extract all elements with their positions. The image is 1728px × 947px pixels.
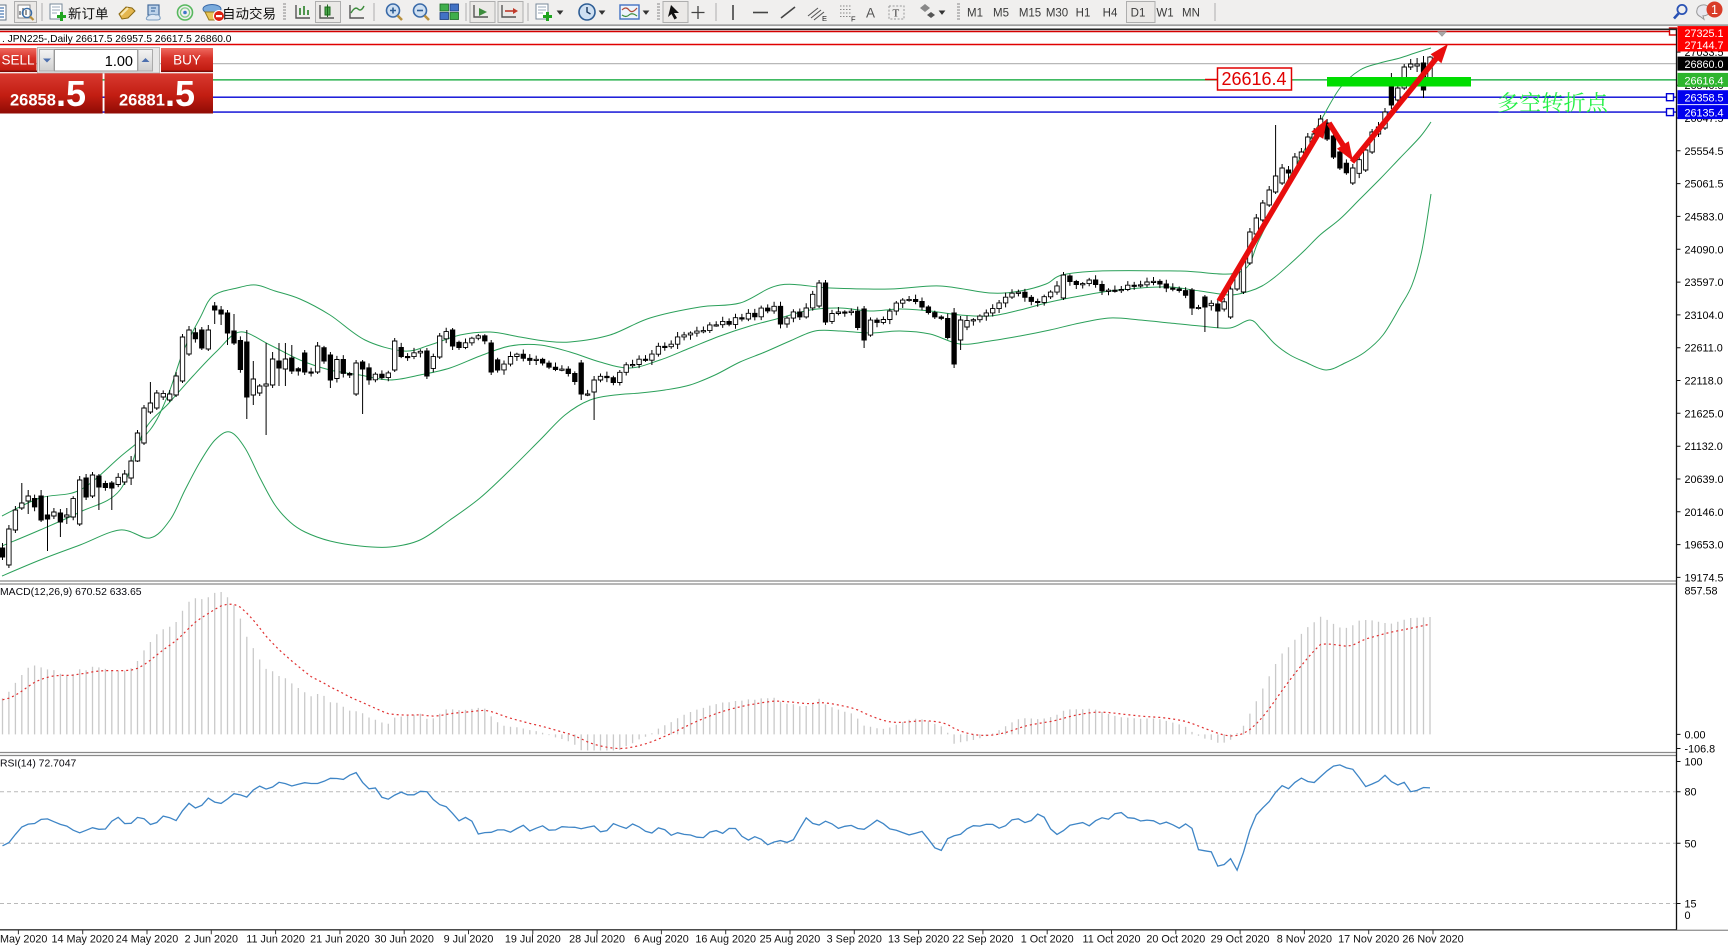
svg-text:.5: .5 xyxy=(165,73,195,114)
svg-text:30 Jun 2020: 30 Jun 2020 xyxy=(374,934,433,946)
svg-text:9 Jul 2020: 9 Jul 2020 xyxy=(444,934,494,946)
svg-text:24 May 2020: 24 May 2020 xyxy=(116,934,178,946)
svg-text:20146.0: 20146.0 xyxy=(1685,507,1724,519)
svg-text:H1: H1 xyxy=(1076,8,1091,20)
svg-text:28 Jul 2020: 28 Jul 2020 xyxy=(569,934,625,946)
svg-text:20639.0: 20639.0 xyxy=(1685,474,1724,486)
svg-text:SELL: SELL xyxy=(1,53,35,68)
svg-text:May 2020: May 2020 xyxy=(0,934,47,946)
svg-text:22118.0: 22118.0 xyxy=(1685,376,1723,388)
svg-text:M1: M1 xyxy=(967,8,983,20)
svg-text:T: T xyxy=(893,8,900,20)
svg-text:25061.5: 25061.5 xyxy=(1685,179,1724,191)
svg-text:0: 0 xyxy=(1685,910,1691,922)
svg-text:23597.0: 23597.0 xyxy=(1685,277,1724,289)
svg-text:MACD(12,26,9) 670.52 633.65: MACD(12,26,9) 670.52 633.65 xyxy=(0,587,142,598)
svg-text:26858: 26858 xyxy=(10,92,56,110)
svg-text:-106.8: -106.8 xyxy=(1685,744,1716,756)
svg-text:80: 80 xyxy=(1685,787,1697,799)
svg-text:27325.1: 27325.1 xyxy=(1685,28,1724,40)
svg-text:857.58: 857.58 xyxy=(1685,586,1718,598)
svg-text:22 Sep 2020: 22 Sep 2020 xyxy=(952,934,1013,946)
svg-text:26860.0: 26860.0 xyxy=(1685,59,1724,71)
svg-text:23104.0: 23104.0 xyxy=(1685,310,1724,322)
svg-text:27144.7: 27144.7 xyxy=(1685,40,1724,52)
svg-text:100: 100 xyxy=(1685,757,1703,769)
svg-text:20 Oct 2020: 20 Oct 2020 xyxy=(1146,934,1205,946)
svg-text:50: 50 xyxy=(1685,838,1697,850)
svg-text:H4: H4 xyxy=(1103,8,1118,20)
svg-text:8 Nov 2020: 8 Nov 2020 xyxy=(1277,934,1332,946)
svg-text:14 May 2020: 14 May 2020 xyxy=(51,934,113,946)
svg-text:26616.4: 26616.4 xyxy=(1221,69,1286,89)
svg-text:19653.0: 19653.0 xyxy=(1685,540,1724,552)
svg-text:RSI(14) 72.7047: RSI(14) 72.7047 xyxy=(0,759,76,770)
svg-text:24583.0: 24583.0 xyxy=(1685,211,1724,223)
svg-text:29 Oct 2020: 29 Oct 2020 xyxy=(1211,934,1270,946)
svg-text:26 Nov 2020: 26 Nov 2020 xyxy=(1402,934,1463,946)
svg-text:W1: W1 xyxy=(1156,8,1173,20)
svg-text:11 Jun 2020: 11 Jun 2020 xyxy=(246,934,305,946)
svg-text:26358.5: 26358.5 xyxy=(1685,93,1724,105)
svg-text:M30: M30 xyxy=(1046,8,1068,20)
svg-text:. JPN225-,Daily 26617.5 26957: . JPN225-,Daily 26617.5 26957.5 26617.5 … xyxy=(2,34,232,45)
svg-text:25 Aug 2020: 25 Aug 2020 xyxy=(760,934,821,946)
svg-text:E: E xyxy=(822,14,827,23)
svg-text:22611.0: 22611.0 xyxy=(1685,343,1723,355)
svg-text:1 Oct 2020: 1 Oct 2020 xyxy=(1021,934,1074,946)
svg-text:M5: M5 xyxy=(993,8,1009,20)
svg-text:D1: D1 xyxy=(1131,8,1146,20)
svg-text:21 Jun 2020: 21 Jun 2020 xyxy=(310,934,369,946)
svg-text:13 Sep 2020: 13 Sep 2020 xyxy=(888,934,949,946)
svg-text:1: 1 xyxy=(1711,3,1718,17)
svg-text:1.00: 1.00 xyxy=(105,54,133,70)
svg-text:0.00: 0.00 xyxy=(1685,729,1706,741)
svg-text:2 Jun 2020: 2 Jun 2020 xyxy=(185,934,238,946)
svg-text:24090.0: 24090.0 xyxy=(1685,244,1724,256)
svg-text:15: 15 xyxy=(1685,899,1697,911)
svg-text:21132.0: 21132.0 xyxy=(1685,441,1723,453)
svg-text:6 Aug 2020: 6 Aug 2020 xyxy=(634,934,689,946)
svg-text:21625.0: 21625.0 xyxy=(1685,408,1724,420)
svg-text:26616.4: 26616.4 xyxy=(1685,75,1724,87)
svg-text:16 Aug 2020: 16 Aug 2020 xyxy=(695,934,756,946)
svg-text:3 Sep 2020: 3 Sep 2020 xyxy=(827,934,882,946)
svg-text:F: F xyxy=(851,15,856,24)
svg-text:26881: 26881 xyxy=(119,92,165,110)
svg-text:25554.5: 25554.5 xyxy=(1685,146,1724,158)
svg-text:17 Nov 2020: 17 Nov 2020 xyxy=(1338,934,1399,946)
svg-text:19174.5: 19174.5 xyxy=(1685,572,1724,584)
svg-text:MN: MN xyxy=(1182,8,1200,20)
svg-text:11 Oct 2020: 11 Oct 2020 xyxy=(1082,934,1140,946)
svg-text:.5: .5 xyxy=(56,73,86,114)
svg-text:19 Jul 2020: 19 Jul 2020 xyxy=(505,934,561,946)
svg-text:26135.4: 26135.4 xyxy=(1685,108,1724,120)
svg-text:BUY: BUY xyxy=(173,53,201,68)
svg-text:M15: M15 xyxy=(1019,8,1041,20)
svg-text:A: A xyxy=(866,6,875,21)
